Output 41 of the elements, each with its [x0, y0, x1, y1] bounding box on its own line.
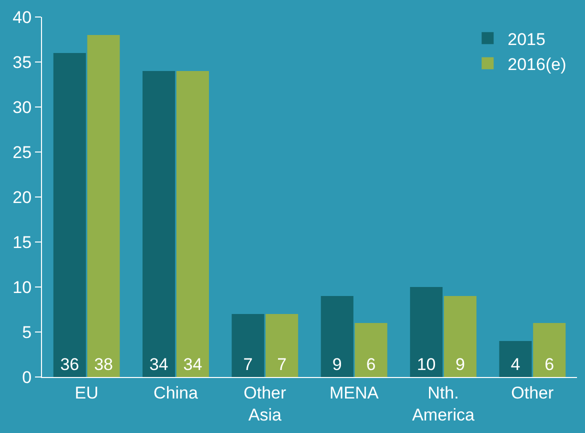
bar: [53, 53, 86, 377]
data-label: 4: [510, 355, 520, 374]
data-label: 10: [416, 355, 436, 374]
data-label: 34: [149, 355, 168, 374]
y-tick-label: 5: [22, 322, 32, 342]
legend-label: 2015: [508, 30, 546, 49]
legend-label: 2016(e): [508, 54, 566, 74]
data-label: 9: [455, 355, 465, 374]
data-label: 7: [243, 355, 253, 374]
bar: [354, 323, 388, 377]
y-tick-label: 25: [12, 142, 32, 162]
x-tick-label: MENA: [330, 383, 380, 402]
bar: [410, 287, 443, 377]
y-tick-label: 10: [12, 278, 32, 297]
bar: [533, 323, 566, 377]
y-tick-label: 15: [12, 232, 32, 252]
bar: [266, 314, 298, 377]
data-label: 38: [94, 355, 113, 374]
data-label: 36: [60, 355, 80, 374]
data-label: 9: [332, 355, 342, 374]
x-tick-label: Other: [511, 383, 554, 402]
y-tick-label: 30: [12, 98, 32, 117]
data-label: 34: [183, 355, 202, 374]
x-tick-label: Other Asia: [244, 383, 287, 424]
y-tick-label: 40: [12, 8, 32, 27]
y-tick-label: 35: [12, 52, 32, 72]
data-label: 6: [366, 355, 376, 374]
x-tick-label: Nth. America: [412, 383, 475, 424]
bar: [444, 296, 476, 377]
y-tick-label: 0: [22, 368, 32, 387]
bar: [320, 296, 354, 377]
data-label: 6: [544, 355, 554, 374]
bar: [232, 314, 264, 377]
bar: [499, 341, 532, 377]
bar: [87, 35, 120, 377]
bar: [142, 71, 176, 377]
y-tick-label: 20: [12, 188, 32, 207]
data-label: 7: [277, 355, 287, 374]
bar: [176, 71, 209, 377]
x-tick-label: China: [154, 383, 198, 402]
x-tick-label: EU: [74, 383, 98, 402]
